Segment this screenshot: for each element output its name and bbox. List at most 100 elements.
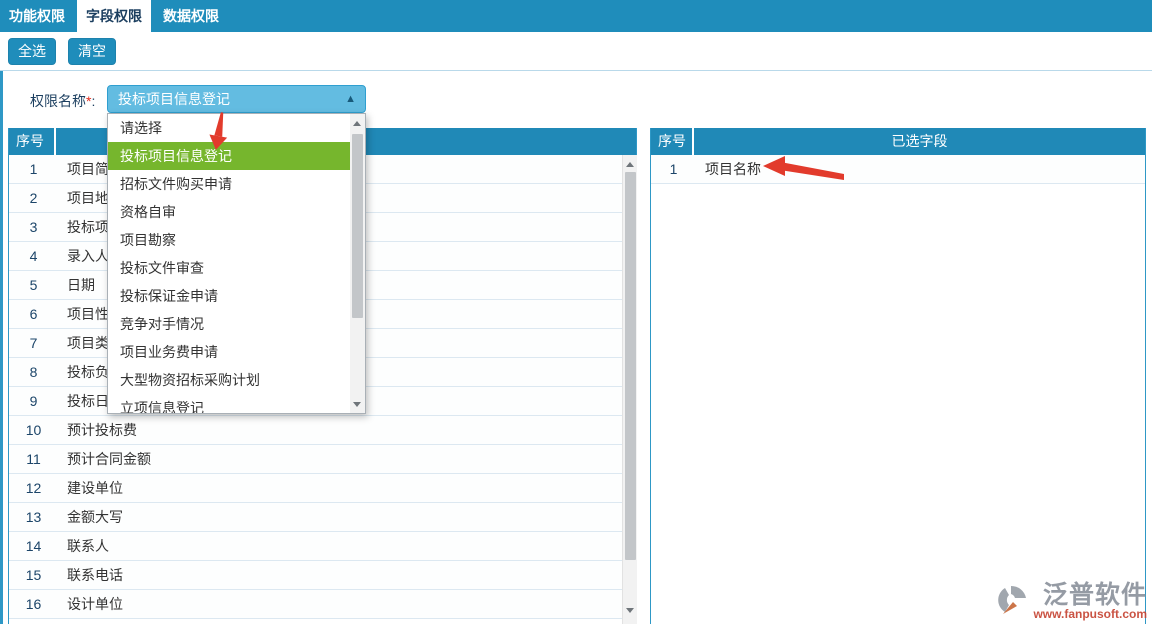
watermark: 泛普软件 www.fanpusoft.com	[997, 582, 1147, 621]
dropdown-option-label: 投标文件审查	[120, 260, 204, 276]
tab-bar: 功能权限 字段权限 数据权限	[0, 0, 1152, 32]
dropdown-option[interactable]: 投标文件审查	[108, 254, 351, 282]
tab[interactable]: 字段权限	[77, 0, 151, 32]
row-number: 15	[25, 567, 42, 583]
left-table-scrollbar[interactable]	[622, 155, 637, 624]
table-row[interactable]: 1 项目名称	[651, 155, 1145, 184]
field-name: 投标日	[67, 393, 109, 409]
dropdown-scrollbar[interactable]	[350, 114, 365, 413]
selected-value: 投标项目信息登记	[118, 91, 230, 107]
permission-name-dropdown-list: 请选择 投标项目信息登记 招标文件购买申请 资格自审 项目勘察	[107, 113, 366, 414]
table-row[interactable]: 10 预计投标费	[9, 416, 636, 445]
row-number: 9	[29, 393, 38, 409]
field-name: 项目地	[67, 190, 109, 206]
row-number: 11	[26, 451, 41, 467]
selected-fields-table: 序号 已选字段 1 项目名称	[650, 128, 1146, 624]
table-row[interactable]: 11 预计合同金额	[9, 445, 636, 474]
row-number: 10	[25, 422, 42, 438]
field-name: 联系人	[67, 538, 109, 554]
selected-fields-table-body: 1 项目名称	[651, 155, 1145, 184]
column-header-no: 序号	[651, 128, 694, 155]
field-name: 项目类	[67, 335, 109, 351]
table-row[interactable]: 16 设计单位	[9, 590, 636, 619]
field-name: 预计合同金额	[67, 451, 151, 467]
dropdown-option[interactable]: 项目业务费申请	[108, 338, 351, 366]
column-header-selected-fields: 已选字段	[891, 133, 948, 149]
permission-name-label: 权限名称*:	[30, 93, 96, 109]
table-row[interactable]: 14 联系人	[9, 532, 636, 561]
field-name: 预计投标费	[67, 422, 137, 438]
dropdown-option[interactable]: 立项信息登记	[108, 394, 351, 414]
row-number: 14	[25, 538, 42, 554]
fanpu-logo-icon	[998, 585, 1027, 614]
dropdown-option[interactable]: 项目勘察	[108, 226, 351, 254]
panel-top-border	[0, 70, 1152, 71]
clear-button[interactable]: 清空	[68, 38, 116, 65]
row-number: 12	[25, 480, 42, 496]
row-number: 3	[29, 219, 38, 235]
dropdown-option-label: 项目业务费申请	[120, 344, 218, 360]
tab-label: 数据权限	[163, 8, 219, 24]
row-number: 8	[29, 364, 38, 380]
scrollbar-thumb[interactable]	[625, 172, 636, 560]
panel-left-border	[0, 71, 3, 624]
dropdown-option[interactable]: 大型物资招标采购计划	[108, 366, 351, 394]
required-asterisk: *	[86, 93, 92, 109]
row-number: 1	[29, 161, 38, 177]
dropdown-option-label: 招标文件购买申请	[120, 176, 232, 192]
dropdown-option[interactable]: 资格自审	[108, 198, 351, 226]
field-name: 项目性	[67, 306, 109, 322]
row-number: 5	[29, 277, 38, 293]
tab[interactable]: 功能权限	[0, 0, 74, 32]
dropdown-option-label: 立项信息登记	[120, 400, 204, 414]
toolbar: 全选 清空	[8, 38, 116, 65]
scrollbar-thumb[interactable]	[352, 134, 363, 318]
field-name: 日期	[67, 277, 95, 293]
field-name: 设计单位	[67, 596, 123, 612]
dropdown-option[interactable]: 招标文件购买申请	[108, 170, 351, 198]
row-number: 4	[29, 248, 38, 264]
dropdown-option[interactable]: 请选择	[108, 114, 351, 142]
scroll-down-icon[interactable]	[350, 397, 364, 411]
scroll-down-icon[interactable]	[623, 603, 637, 617]
row-number: 2	[29, 190, 38, 206]
watermark-name: 泛普软件	[1042, 581, 1147, 609]
row-number: 6	[29, 306, 38, 322]
permission-name-select[interactable]: 投标项目信息登记 ▲	[107, 85, 366, 113]
field-name: 投标负	[67, 364, 109, 380]
field-name: 录入人	[67, 248, 109, 264]
dropdown-option-label: 投标保证金申请	[120, 288, 218, 304]
column-header-no: 序号	[9, 128, 56, 155]
tab[interactable]: 数据权限	[154, 0, 228, 32]
dropdown-option-label: 请选择	[120, 120, 162, 136]
row-number: 1	[669, 161, 678, 177]
field-name: 项目简	[67, 161, 109, 177]
dropdown-option-label: 资格自审	[120, 204, 176, 220]
table-row[interactable]: 12 建设单位	[9, 474, 636, 503]
field-name: 建设单位	[67, 480, 123, 496]
dropdown-option-label: 项目勘察	[120, 232, 176, 248]
scroll-up-icon[interactable]	[623, 157, 637, 171]
row-number: 13	[25, 509, 42, 525]
selected-fields-table-header: 序号 已选字段	[651, 128, 1145, 155]
caret-up-icon: ▲	[345, 93, 356, 105]
watermark-url: www.fanpusoft.com	[1033, 607, 1147, 621]
dropdown-option[interactable]: 投标项目信息登记	[108, 142, 351, 170]
field-name: 联系电话	[67, 567, 123, 583]
dropdown-items: 请选择 投标项目信息登记 招标文件购买申请 资格自审 项目勘察	[108, 114, 365, 414]
field-name: 项目名称	[705, 161, 761, 177]
tab-label: 功能权限	[9, 8, 65, 24]
select-all-button[interactable]: 全选	[8, 38, 56, 65]
scroll-up-icon[interactable]	[350, 116, 364, 130]
table-row[interactable]: 13 金额大写	[9, 503, 636, 532]
table-row[interactable]: 15 联系电话	[9, 561, 636, 590]
row-number: 7	[29, 335, 38, 351]
dropdown-option[interactable]: 竞争对手情况	[108, 310, 351, 338]
field-name: 投标项	[67, 219, 109, 235]
dropdown-option[interactable]: 投标保证金申请	[108, 282, 351, 310]
row-number: 16	[25, 596, 42, 612]
dropdown-option-label: 大型物资招标采购计划	[120, 372, 260, 388]
tab-label: 字段权限	[86, 8, 142, 24]
dropdown-option-label: 竞争对手情况	[120, 316, 204, 332]
